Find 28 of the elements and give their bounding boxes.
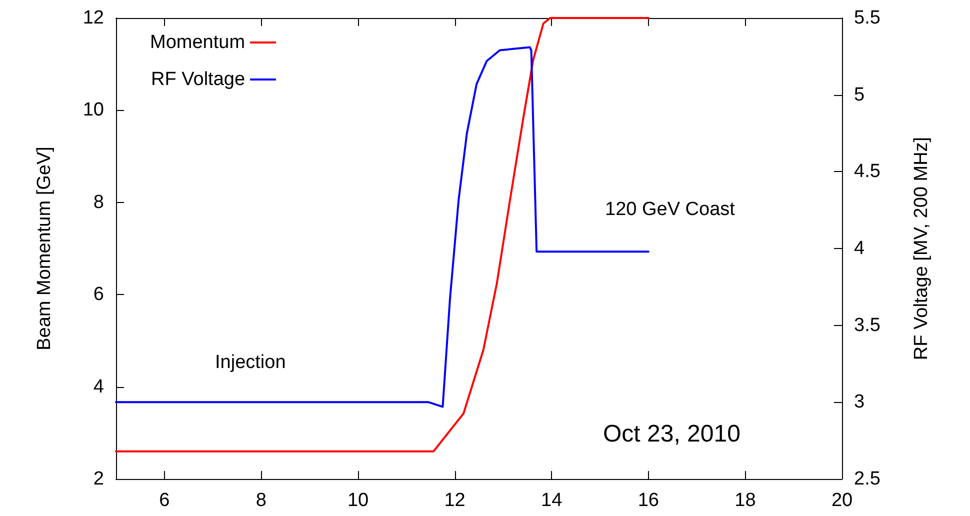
y-tick-label: 2 xyxy=(93,468,104,490)
x-tick-label: 14 xyxy=(541,490,563,511)
y2-tick-label: 4.5 xyxy=(854,161,880,182)
y2-axis-title: RF Voltage [MV, 200 MHz] xyxy=(911,136,932,360)
x-tick-label: 18 xyxy=(734,490,756,511)
y-tick-label: 6 xyxy=(93,284,104,306)
annotation: Injection xyxy=(215,352,286,373)
y2-tick-label: 4 xyxy=(854,238,865,259)
y2-tick-label: 2.5 xyxy=(854,468,880,490)
x-tick-label: 10 xyxy=(347,490,369,511)
y2-tick-label: 3.5 xyxy=(854,314,880,336)
annotation: 120 GeV Coast xyxy=(605,199,736,220)
y2-tick-label: 5 xyxy=(854,84,865,106)
y-tick-label: 12 xyxy=(82,8,104,28)
y2-tick-label: 3 xyxy=(854,392,865,413)
y-tick-label: 8 xyxy=(93,192,104,213)
annotation: Oct 23, 2010 xyxy=(603,420,740,448)
y2-tick-label: 5.5 xyxy=(854,8,880,28)
y-tick-label: 4 xyxy=(93,376,104,398)
y-tick-label: 10 xyxy=(82,100,104,121)
legend-label: Momentum xyxy=(150,32,246,53)
x-tick-label: 8 xyxy=(256,490,266,511)
y-axis-title: Beam Momentum [GeV] xyxy=(34,146,55,350)
x-tick-label: 16 xyxy=(638,490,659,511)
x-tick-label: 6 xyxy=(159,490,170,511)
x-tick-label: 20 xyxy=(831,490,853,511)
legend-label: RF Voltage xyxy=(151,69,246,90)
x-tick-label: 12 xyxy=(444,490,466,511)
